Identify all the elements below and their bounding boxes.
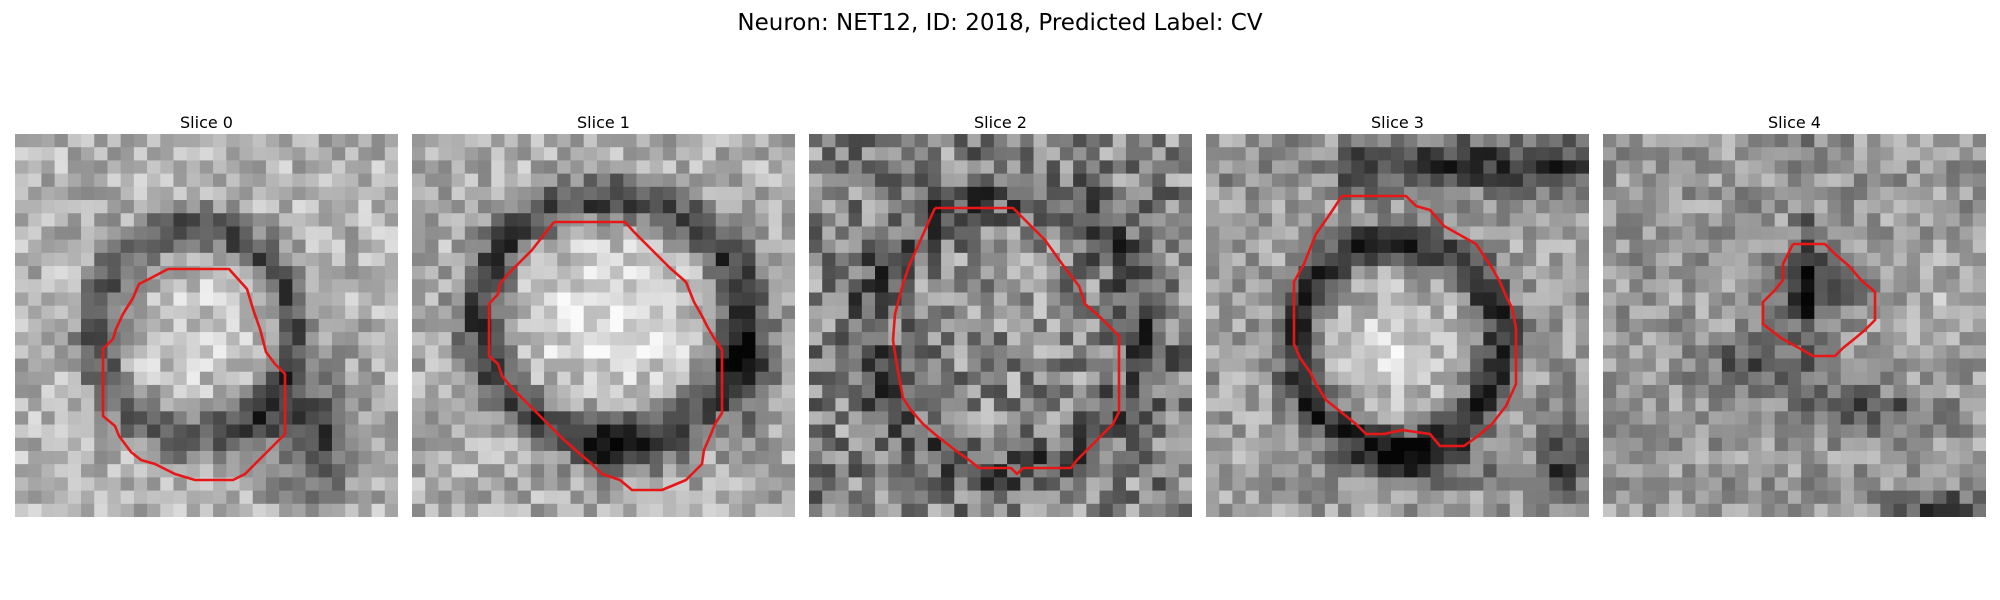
slice-image-4 <box>1603 134 1986 517</box>
slice-panel-2: Slice 2 <box>809 112 1192 134</box>
slice-title-2: Slice 2 <box>809 112 1192 134</box>
slice-image-3 <box>1206 134 1589 517</box>
slice-pixels-0 <box>15 134 398 517</box>
slice-title-4: Slice 4 <box>1603 112 1986 134</box>
slice-pixels-1 <box>412 134 795 517</box>
figure-title: Neuron: NET12, ID: 2018, Predicted Label… <box>0 6 2000 40</box>
slice-title-0: Slice 0 <box>15 112 398 134</box>
slice-pixels-2 <box>809 134 1192 517</box>
slice-title-1: Slice 1 <box>412 112 795 134</box>
slice-panel-3: Slice 3 <box>1206 112 1589 134</box>
slice-panel-1: Slice 1 <box>412 112 795 134</box>
slice-pixels-4 <box>1603 134 1986 517</box>
slice-image-1 <box>412 134 795 517</box>
slice-panel-0: Slice 0 <box>15 112 398 134</box>
slice-title-3: Slice 3 <box>1206 112 1589 134</box>
slice-image-2 <box>809 134 1192 517</box>
slice-panel-4: Slice 4 <box>1603 112 1986 134</box>
slice-pixels-3 <box>1206 134 1589 517</box>
slice-image-0 <box>15 134 398 517</box>
